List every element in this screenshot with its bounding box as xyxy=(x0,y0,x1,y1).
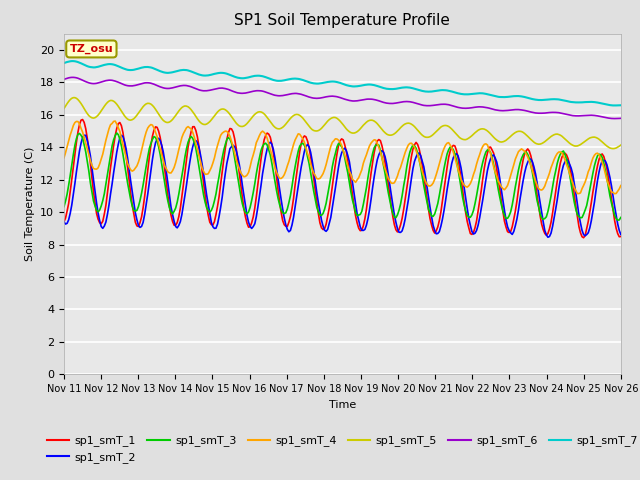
sp1_smT_4 xyxy=(60,155,68,161)
sp1_smT_6 xyxy=(60,76,68,82)
sp1_smT_3 xyxy=(113,130,120,136)
sp1_smT_2 xyxy=(589,208,596,214)
sp1_smT_1 xyxy=(255,169,263,175)
Text: TZ_osu: TZ_osu xyxy=(70,44,113,54)
Line: sp1_smT_5: sp1_smT_5 xyxy=(64,97,621,149)
sp1_smT_7 xyxy=(60,60,68,66)
Legend: sp1_smT_1, sp1_smT_2, sp1_smT_3, sp1_smT_4, sp1_smT_5, sp1_smT_6, sp1_smT_7: sp1_smT_1, sp1_smT_2, sp1_smT_3, sp1_smT… xyxy=(42,431,640,468)
sp1_smT_3 xyxy=(588,179,595,184)
Title: SP1 Soil Temperature Profile: SP1 Soil Temperature Profile xyxy=(234,13,451,28)
sp1_smT_4 xyxy=(130,168,138,173)
Line: sp1_smT_6: sp1_smT_6 xyxy=(64,77,621,119)
sp1_smT_3 xyxy=(130,207,138,213)
sp1_smT_1 xyxy=(79,117,86,122)
sp1_smT_7 xyxy=(255,73,263,79)
sp1_smT_4 xyxy=(305,155,313,160)
Line: sp1_smT_3: sp1_smT_3 xyxy=(64,133,621,220)
Y-axis label: Soil Temperature (C): Soil Temperature (C) xyxy=(24,147,35,261)
sp1_smT_6 xyxy=(255,88,263,94)
sp1_smT_2 xyxy=(617,231,625,237)
sp1_smT_4 xyxy=(246,164,254,169)
Line: sp1_smT_2: sp1_smT_2 xyxy=(64,135,621,237)
sp1_smT_7 xyxy=(228,72,236,78)
sp1_smT_4 xyxy=(617,183,625,189)
sp1_smT_1 xyxy=(617,234,625,240)
sp1_smT_2 xyxy=(305,144,313,150)
sp1_smT_5 xyxy=(130,116,138,121)
sp1_smT_5 xyxy=(246,117,254,123)
sp1_smT_7 xyxy=(246,74,254,80)
sp1_smT_4 xyxy=(611,191,618,196)
sp1_smT_6 xyxy=(246,89,254,95)
sp1_smT_2 xyxy=(246,224,254,229)
X-axis label: Time: Time xyxy=(329,400,356,409)
sp1_smT_7 xyxy=(305,79,313,85)
sp1_smT_1 xyxy=(589,189,596,195)
sp1_smT_3 xyxy=(228,140,236,146)
sp1_smT_3 xyxy=(60,204,68,209)
sp1_smT_3 xyxy=(246,204,254,210)
sp1_smT_1 xyxy=(130,211,138,216)
sp1_smT_7 xyxy=(617,102,625,108)
sp1_smT_2 xyxy=(255,193,263,199)
sp1_smT_5 xyxy=(255,109,263,115)
sp1_smT_7 xyxy=(611,103,618,108)
sp1_smT_3 xyxy=(617,215,625,220)
sp1_smT_1 xyxy=(246,224,254,229)
sp1_smT_7 xyxy=(68,58,76,64)
Line: sp1_smT_7: sp1_smT_7 xyxy=(64,61,621,106)
sp1_smT_4 xyxy=(588,160,595,166)
sp1_smT_5 xyxy=(609,146,617,152)
sp1_smT_2 xyxy=(81,132,88,138)
sp1_smT_2 xyxy=(130,200,138,206)
sp1_smT_3 xyxy=(614,217,621,223)
sp1_smT_6 xyxy=(588,112,595,118)
sp1_smT_4 xyxy=(111,118,119,124)
sp1_smT_6 xyxy=(611,116,618,121)
sp1_smT_6 xyxy=(228,88,236,94)
sp1_smT_7 xyxy=(588,99,595,105)
sp1_smT_6 xyxy=(617,115,625,121)
sp1_smT_1 xyxy=(305,145,313,151)
Line: sp1_smT_4: sp1_smT_4 xyxy=(64,121,621,193)
sp1_smT_2 xyxy=(544,234,552,240)
sp1_smT_5 xyxy=(305,123,313,129)
sp1_smT_1 xyxy=(60,219,68,225)
sp1_smT_5 xyxy=(228,114,236,120)
sp1_smT_1 xyxy=(580,235,588,240)
sp1_smT_3 xyxy=(305,160,313,166)
sp1_smT_7 xyxy=(130,67,138,72)
sp1_smT_6 xyxy=(70,74,77,80)
sp1_smT_5 xyxy=(617,142,625,148)
sp1_smT_5 xyxy=(71,95,79,100)
sp1_smT_5 xyxy=(588,134,595,140)
sp1_smT_2 xyxy=(228,144,236,150)
sp1_smT_1 xyxy=(228,126,236,132)
sp1_smT_4 xyxy=(228,138,236,144)
sp1_smT_6 xyxy=(130,83,138,89)
sp1_smT_5 xyxy=(60,106,68,111)
sp1_smT_6 xyxy=(305,94,313,100)
sp1_smT_2 xyxy=(60,219,68,225)
sp1_smT_3 xyxy=(255,155,263,161)
Line: sp1_smT_1: sp1_smT_1 xyxy=(64,120,621,238)
sp1_smT_4 xyxy=(255,132,263,138)
